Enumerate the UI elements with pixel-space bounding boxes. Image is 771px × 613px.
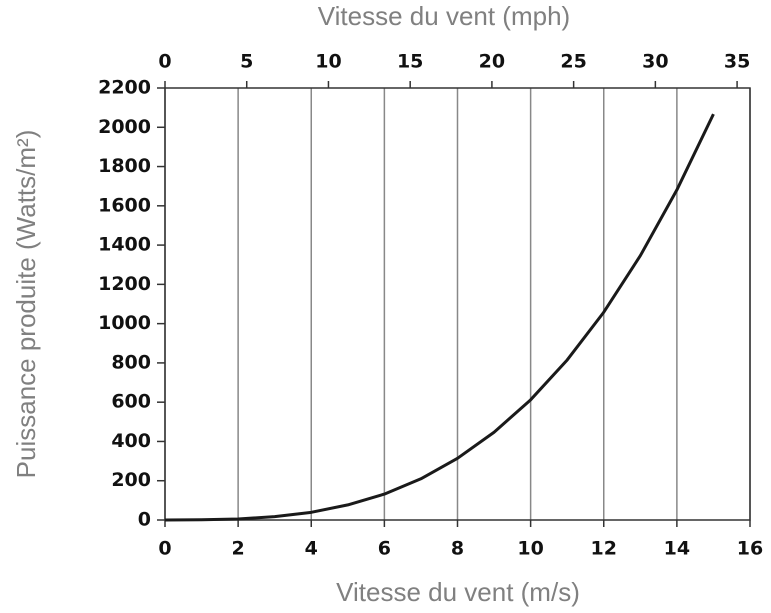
y-tick-label: 1400 [98, 234, 151, 256]
y-axis-title: Puissance produite (Watts/m²) [11, 130, 41, 479]
y-tick-label: 400 [111, 430, 151, 452]
y-tick-label: 1600 [98, 194, 151, 216]
x-tick-label: 0 [158, 538, 171, 560]
x-tick-label: 10 [517, 538, 543, 560]
y-tick-label: 1000 [98, 312, 151, 334]
y-tick-label: 1200 [98, 273, 151, 295]
x2-tick-label: 15 [397, 51, 423, 73]
x2-axis-title: Vitesse du vent (mph) [318, 1, 570, 31]
x-axis-title: Vitesse du vent (m/s) [336, 577, 580, 607]
x2-tick-label: 10 [315, 51, 341, 73]
x2-tick-label: 30 [642, 51, 668, 73]
x-tick-label: 8 [451, 538, 464, 560]
x-tick-label: 6 [378, 538, 391, 560]
line [164, 113, 715, 522]
x-tick-label: 16 [737, 538, 763, 560]
y-tick-label: 200 [111, 469, 151, 491]
x2-tick-label: 35 [724, 51, 750, 73]
y-tick-label: 1800 [98, 155, 151, 177]
x2-tick-label: 0 [158, 51, 171, 73]
y-tick-label: 2200 [98, 77, 151, 99]
x-tick-label: 2 [232, 538, 245, 560]
plot-frame [164, 87, 751, 521]
x-tick-label: 12 [591, 538, 617, 560]
y-tick-label: 0 [138, 509, 151, 531]
x2-tick-label: 25 [560, 51, 586, 73]
y-tick-label: 2000 [98, 116, 151, 138]
x2-tick-label: 20 [479, 51, 505, 73]
x2-tick-label: 5 [240, 51, 253, 73]
x-tick-label: 4 [305, 538, 318, 560]
y-tick-label: 800 [111, 351, 151, 373]
x-tick-label: 14 [664, 538, 690, 560]
y-tick-label: 600 [111, 391, 151, 413]
